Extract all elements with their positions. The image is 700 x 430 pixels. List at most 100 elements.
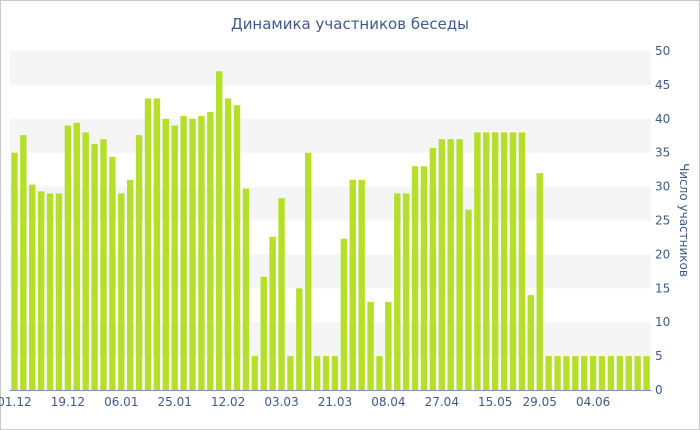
bar bbox=[474, 132, 481, 391]
bar bbox=[598, 356, 606, 390]
bar bbox=[82, 132, 89, 391]
bar bbox=[46, 193, 54, 390]
bar bbox=[287, 356, 294, 390]
bar bbox=[224, 98, 232, 391]
bar bbox=[162, 118, 169, 391]
x-tick-labels: 01.12 19.12 06.01 25.01 12.02 03.03 21.03 08.04… bbox=[0, 395, 610, 409]
bar bbox=[189, 118, 196, 391]
bar bbox=[216, 71, 223, 390]
bar bbox=[313, 356, 321, 390]
y-tick-label: 45 bbox=[655, 78, 670, 92]
bar bbox=[20, 135, 27, 390]
bar bbox=[322, 356, 330, 390]
x-tick-label: 29.05 bbox=[523, 395, 557, 409]
bar bbox=[545, 356, 552, 390]
grid-band bbox=[10, 186, 651, 221]
bar bbox=[126, 179, 134, 390]
x-tick-label: 21.03 bbox=[318, 395, 352, 409]
bar bbox=[135, 135, 143, 390]
bar bbox=[251, 356, 259, 390]
x-tick-label: 19.12 bbox=[51, 395, 85, 409]
bar bbox=[358, 179, 365, 390]
x-tick-label: 06.01 bbox=[104, 395, 138, 409]
bar bbox=[55, 193, 63, 390]
bar bbox=[500, 132, 508, 391]
bar bbox=[180, 116, 187, 390]
x-tick-label: 08.04 bbox=[371, 395, 405, 409]
y-tick-labels: 0 5 10 15 20 25 30 35 40 45 50 bbox=[655, 44, 670, 397]
bar bbox=[29, 184, 36, 390]
bar bbox=[198, 116, 205, 390]
x-tick-label: 04.06 bbox=[576, 395, 610, 409]
bar bbox=[11, 152, 18, 390]
bar bbox=[402, 193, 410, 390]
bar bbox=[91, 143, 98, 390]
bar bbox=[376, 356, 383, 390]
bar bbox=[349, 179, 356, 390]
y-tick-label: 35 bbox=[655, 146, 670, 160]
bar bbox=[73, 122, 80, 391]
bar bbox=[456, 139, 463, 390]
bar bbox=[509, 132, 517, 391]
bar bbox=[367, 301, 374, 390]
bar bbox=[171, 125, 178, 390]
bar bbox=[64, 125, 72, 390]
x-tick-label: 27.04 bbox=[425, 395, 459, 409]
bar bbox=[269, 236, 276, 390]
bar bbox=[411, 166, 419, 390]
bar bbox=[554, 356, 561, 390]
chart-title: Динамика участников беседы bbox=[231, 15, 469, 33]
bar bbox=[305, 152, 312, 390]
y-tick-label: 50 bbox=[655, 44, 670, 58]
bar bbox=[616, 356, 624, 390]
bar bbox=[394, 193, 401, 390]
y-tick-label: 15 bbox=[655, 281, 670, 295]
bar bbox=[536, 173, 543, 390]
bar bbox=[340, 238, 348, 390]
bar bbox=[385, 301, 392, 390]
bar bbox=[581, 356, 588, 390]
bar bbox=[625, 356, 632, 390]
bar bbox=[634, 356, 641, 390]
y-tick-label: 0 bbox=[655, 383, 663, 397]
bar bbox=[563, 356, 570, 390]
bar bbox=[331, 356, 339, 390]
bar bbox=[260, 276, 267, 390]
bar bbox=[429, 147, 437, 390]
bar bbox=[438, 139, 445, 390]
y-tick-label: 30 bbox=[655, 180, 670, 194]
bar bbox=[518, 132, 526, 391]
bar bbox=[572, 356, 579, 390]
bar bbox=[109, 156, 116, 390]
y-axis-label: Число участников bbox=[677, 163, 691, 277]
grid-band bbox=[10, 118, 651, 153]
bar bbox=[643, 356, 650, 390]
x-tick-label: 15.05 bbox=[478, 395, 512, 409]
y-tick-label: 10 bbox=[655, 315, 670, 329]
bar bbox=[483, 132, 490, 391]
bar bbox=[207, 112, 214, 391]
y-tick-label: 5 bbox=[655, 349, 663, 363]
bar bbox=[100, 139, 107, 390]
x-tick-label: 01.12 bbox=[0, 395, 32, 409]
bar bbox=[278, 198, 285, 390]
bar bbox=[492, 132, 499, 391]
bar bbox=[607, 356, 615, 390]
y-tick-label: 20 bbox=[655, 247, 670, 261]
x-tick-label: 25.01 bbox=[158, 395, 192, 409]
grid-band bbox=[10, 51, 651, 85]
grid-band bbox=[10, 254, 651, 289]
bars bbox=[11, 71, 650, 391]
bar bbox=[37, 191, 45, 390]
y-tick-label: 25 bbox=[655, 214, 670, 228]
y-tick-label: 40 bbox=[655, 112, 670, 126]
bar bbox=[527, 295, 535, 390]
background-bands bbox=[10, 51, 651, 357]
x-tick-label: 12.02 bbox=[211, 395, 245, 409]
grid-band bbox=[10, 322, 651, 357]
bar bbox=[118, 193, 125, 390]
bar bbox=[589, 356, 597, 390]
bar bbox=[242, 188, 250, 390]
bar bbox=[447, 139, 454, 390]
